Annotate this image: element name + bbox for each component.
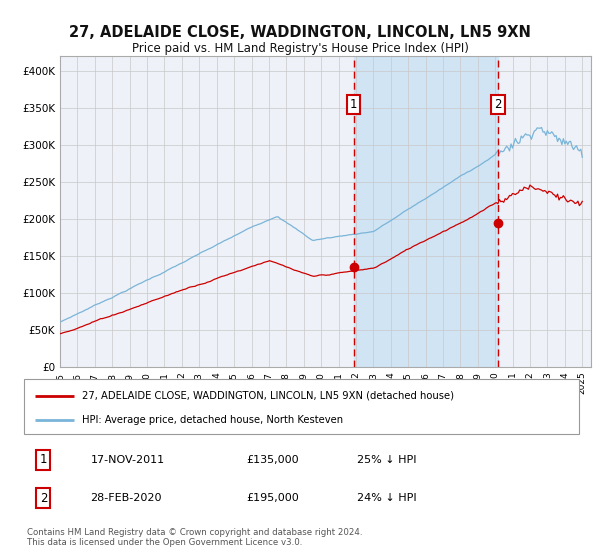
Text: 1: 1 — [40, 454, 47, 466]
Text: 25% ↓ HPI: 25% ↓ HPI — [357, 455, 416, 465]
Text: 28-FEB-2020: 28-FEB-2020 — [91, 493, 162, 503]
Text: 2: 2 — [40, 492, 47, 505]
Text: Price paid vs. HM Land Registry's House Price Index (HPI): Price paid vs. HM Land Registry's House … — [131, 42, 469, 55]
Text: Contains HM Land Registry data © Crown copyright and database right 2024.
This d: Contains HM Land Registry data © Crown c… — [27, 528, 362, 547]
Bar — [354, 56, 498, 367]
Text: £195,000: £195,000 — [246, 493, 299, 503]
Text: HPI: Average price, detached house, North Kesteven: HPI: Average price, detached house, Nort… — [82, 416, 343, 425]
FancyBboxPatch shape — [24, 379, 579, 434]
Text: 24% ↓ HPI: 24% ↓ HPI — [357, 493, 416, 503]
Text: 1: 1 — [350, 97, 358, 111]
Text: 27, ADELAIDE CLOSE, WADDINGTON, LINCOLN, LN5 9XN (detached house): 27, ADELAIDE CLOSE, WADDINGTON, LINCOLN,… — [82, 390, 454, 400]
Text: 2: 2 — [494, 97, 502, 111]
Text: 17-NOV-2011: 17-NOV-2011 — [91, 455, 165, 465]
Text: 27, ADELAIDE CLOSE, WADDINGTON, LINCOLN, LN5 9XN: 27, ADELAIDE CLOSE, WADDINGTON, LINCOLN,… — [69, 25, 531, 40]
Text: £135,000: £135,000 — [246, 455, 299, 465]
